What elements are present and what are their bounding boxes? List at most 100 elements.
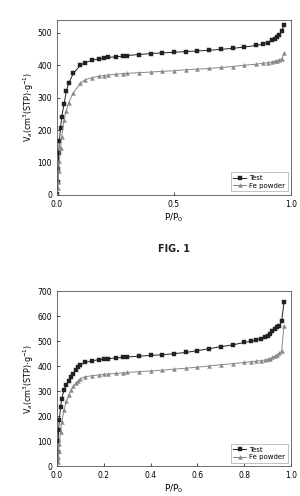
Test <box>72 371 75 376</box>
Y-axis label: V$_a$(cm$^3$(STP)$\cdot$g$^{-1}$): V$_a$(cm$^3$(STP)$\cdot$g$^{-1}$) <box>22 344 36 414</box>
Test <box>271 328 274 334</box>
Test <box>58 138 61 144</box>
Fe powder <box>67 100 70 106</box>
Fe powder <box>266 357 269 363</box>
Y-axis label: V$_a$(cm$^3$(STP)$\cdot$g$^{-1}$): V$_a$(cm$^3$(STP)$\cdot$g$^{-1}$) <box>22 72 36 142</box>
Test <box>278 323 281 329</box>
Fe powder <box>149 368 152 374</box>
Fe powder <box>278 57 281 63</box>
Test <box>60 396 64 402</box>
Test <box>90 358 94 364</box>
Fe powder <box>56 186 59 191</box>
Test <box>249 338 253 344</box>
Fe powder <box>62 118 66 124</box>
Test <box>242 339 246 345</box>
Fe powder <box>114 371 117 376</box>
Test <box>266 333 269 339</box>
Fe powder <box>79 376 82 382</box>
Fe powder <box>273 353 276 359</box>
Test <box>59 405 62 411</box>
Test <box>59 125 62 131</box>
Fe powder <box>56 463 59 469</box>
Test <box>196 348 199 354</box>
Test <box>56 449 59 455</box>
Fe powder <box>58 441 61 447</box>
Fe powder <box>83 77 87 83</box>
Fe powder <box>231 63 234 69</box>
Fe powder <box>60 133 64 139</box>
Fe powder <box>268 356 272 362</box>
Test <box>259 336 262 342</box>
Fe powder <box>196 66 199 72</box>
Test <box>282 22 286 28</box>
Fe powder <box>282 323 286 329</box>
Test <box>282 300 286 306</box>
X-axis label: P/P$_0$: P/P$_0$ <box>164 483 184 496</box>
Legend: Test, Fe powder: Test, Fe powder <box>231 173 287 191</box>
Test <box>275 324 279 330</box>
Fe powder <box>196 364 199 370</box>
Test <box>79 62 82 68</box>
Test <box>184 350 188 356</box>
Test <box>172 351 176 357</box>
Test <box>56 438 60 444</box>
Test <box>121 355 124 361</box>
Fe powder <box>90 74 94 80</box>
Fe powder <box>64 108 68 114</box>
Fe powder <box>90 372 94 378</box>
Test <box>280 28 284 34</box>
Test <box>97 357 101 363</box>
Fe powder <box>107 371 110 377</box>
Test <box>149 51 152 57</box>
Test <box>137 353 141 359</box>
Test <box>231 46 234 52</box>
Test <box>90 58 94 63</box>
Fe powder <box>76 378 80 384</box>
Fe powder <box>261 61 265 66</box>
Test <box>231 342 234 348</box>
Fe powder <box>72 383 75 389</box>
Fe powder <box>259 358 262 364</box>
Fe powder <box>273 59 276 64</box>
Fe powder <box>97 372 101 378</box>
Fe powder <box>102 72 106 78</box>
Test <box>280 318 284 324</box>
Fe powder <box>271 59 274 64</box>
Fe powder <box>149 69 152 75</box>
Fe powder <box>266 60 269 65</box>
Test <box>57 427 60 433</box>
Fe powder <box>114 71 117 77</box>
Fe powder <box>207 363 211 369</box>
Fe powder <box>102 372 106 377</box>
Test <box>268 331 272 337</box>
Test <box>125 53 129 59</box>
Test <box>160 50 164 56</box>
Test <box>62 387 66 393</box>
Test <box>72 70 75 76</box>
Test <box>107 356 110 362</box>
Fe powder <box>56 179 60 185</box>
Fe powder <box>160 68 164 74</box>
Fe powder <box>249 359 253 365</box>
Test <box>114 54 117 60</box>
Test <box>271 37 274 43</box>
Test <box>172 49 176 55</box>
Fe powder <box>107 72 110 78</box>
Fe powder <box>184 67 188 73</box>
Fe powder <box>219 64 223 70</box>
Fe powder <box>60 420 64 426</box>
Test <box>67 378 70 384</box>
X-axis label: P/P$_0$: P/P$_0$ <box>164 211 184 224</box>
Test <box>273 36 276 42</box>
Test <box>56 458 59 464</box>
Test <box>83 60 87 65</box>
Fe powder <box>271 355 274 361</box>
Test <box>56 166 60 172</box>
Test <box>79 362 82 368</box>
Test <box>107 55 110 61</box>
Fe powder <box>59 430 62 435</box>
Fe powder <box>280 56 284 62</box>
Fe powder <box>121 70 124 76</box>
Fe powder <box>172 366 176 372</box>
Test <box>125 354 129 360</box>
